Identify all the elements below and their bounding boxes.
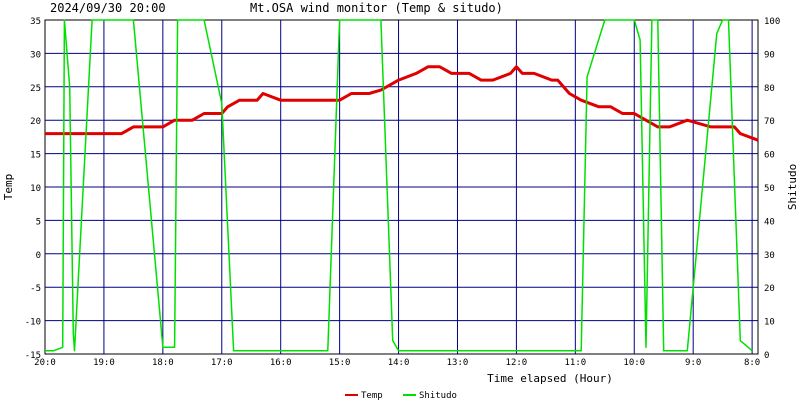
left-tick-label: 25 [30,84,41,94]
x-tick-label: 16:0 [270,358,292,368]
right-tick-label: 70 [764,117,775,127]
right-tick-label: 50 [764,184,775,194]
series-line-temp [45,65,759,142]
x-tick-label: 15:0 [329,358,351,368]
x-tick-label: 9:0 [685,358,701,368]
right-tick-label: 30 [764,251,775,261]
x-tick-label: 14:0 [388,358,410,368]
x-tick-label: 12:0 [506,358,528,368]
left-tick-label: -15 [25,351,41,361]
left-tick-label: 10 [30,184,41,194]
left-tick-label: 35 [30,17,41,27]
left-tick-label: 5 [36,217,41,227]
left-tick-label: 0 [36,251,41,261]
series-lines [45,19,759,352]
x-tick-label: 19:0 [93,358,115,368]
chart-title: Mt.OSA wind monitor (Temp & situdo) [250,1,503,15]
left-tick-label: -5 [30,284,41,294]
series-line-shitudo [45,19,753,352]
right-tick-label: 60 [764,151,775,161]
right-tick-label: 10 [764,318,775,328]
right-tick-label: 80 [764,84,775,94]
left-tick-label: 30 [30,50,41,60]
left-tick-label: -10 [25,318,41,328]
x-tick-label: 11:0 [564,358,586,368]
x-tick-label: 8:0 [744,358,760,368]
y-axis-label-right: Shitudo [786,164,799,210]
x-tick-label: 17:0 [211,358,233,368]
grid-lines [45,20,758,354]
y-axis-label-left: Temp [2,174,15,201]
x-tick-label: 10:0 [623,358,645,368]
x-tick-label: 20:0 [34,358,56,368]
x-tick-label: 18:0 [152,358,174,368]
left-tick-label: 20 [30,117,41,127]
right-tick-label: 90 [764,50,775,60]
right-tick-label: 20 [764,284,775,294]
x-axis-label: Time elapsed (Hour) [487,372,613,385]
legend-label-shitudo: Shitudo [419,391,457,400]
timestamp-text: 2024/09/30 20:00 [50,1,166,15]
right-tick-label: 0 [764,351,769,361]
left-tick-label: 15 [30,151,41,161]
x-tick-label: 13:0 [447,358,469,368]
right-tick-label: 40 [764,217,775,227]
right-tick-label: 100 [764,17,780,27]
legend: Temp Shitudo [345,391,457,400]
legend-label-temp: Temp [361,391,383,400]
